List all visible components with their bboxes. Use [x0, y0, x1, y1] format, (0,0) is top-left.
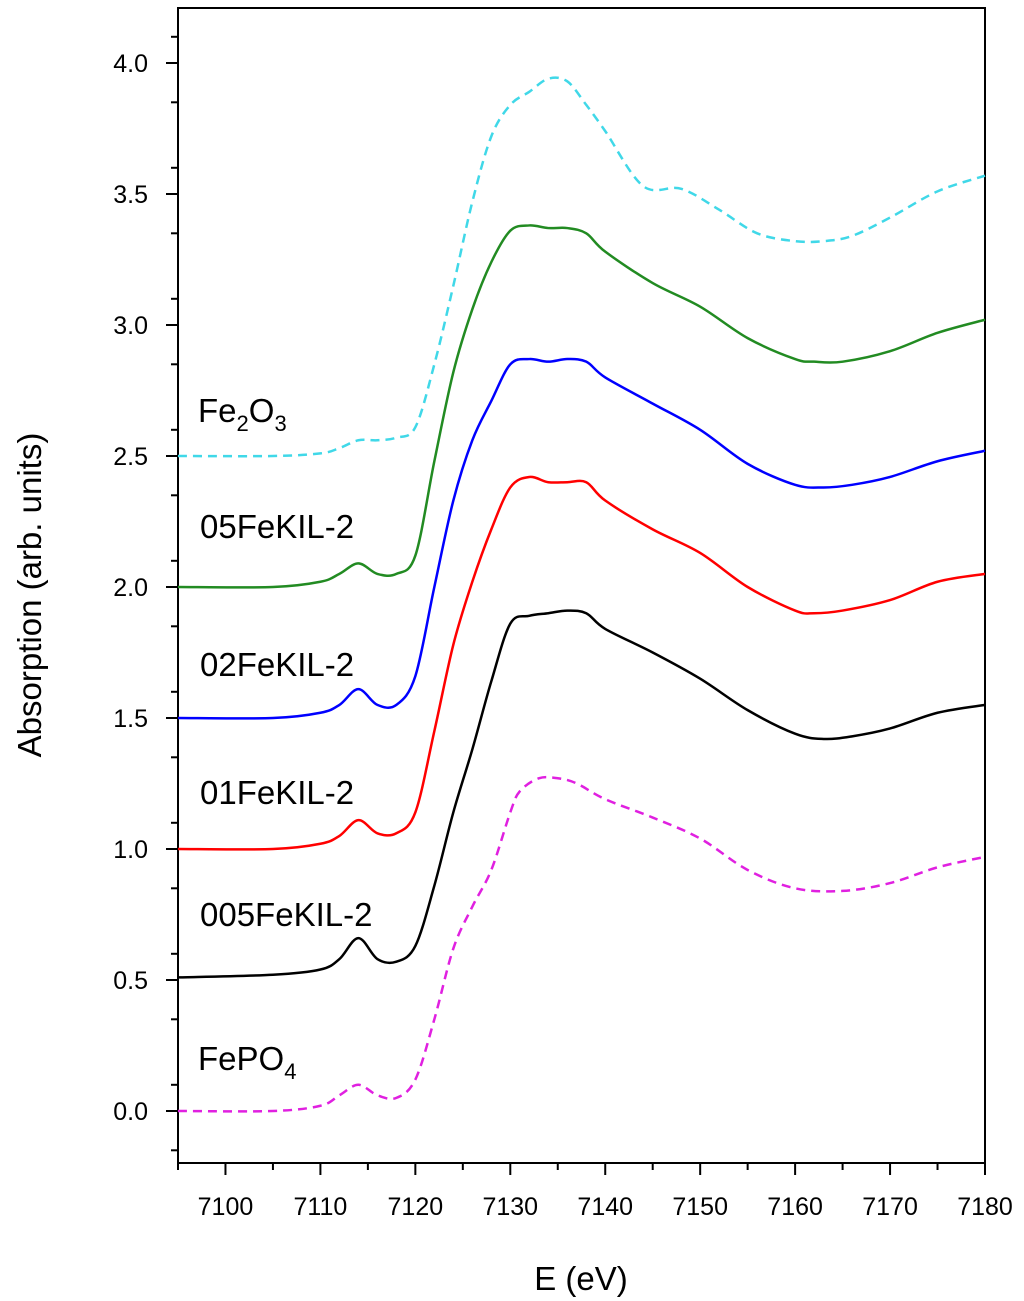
y-tick-label: 1.5 [113, 705, 148, 733]
series-label-05fekil2: 05FeKIL-2 [200, 508, 354, 545]
series-line-02fekil2 [177, 357, 986, 720]
x-tick-label: 7100 [198, 1193, 254, 1221]
x-axis-title: E (eV) [534, 1260, 628, 1297]
x-tick-label: 7150 [672, 1193, 728, 1221]
y-tick-label: 3.5 [113, 181, 148, 209]
series-line-fepo4 [177, 775, 986, 1113]
y-tick-label: 3.0 [113, 312, 148, 340]
series-line-fe2o3 [177, 76, 986, 458]
y-tick-label: 2.0 [113, 574, 148, 602]
x-tick-label: 7130 [482, 1193, 538, 1221]
y-tick-label: 0.0 [113, 1098, 148, 1126]
series-label-fe2o3: Fe2O3 [198, 392, 287, 436]
series-label-02fekil2: 02FeKIL-2 [200, 646, 354, 683]
series-line-005fekil2 [177, 609, 986, 979]
y-tick-label: 4.0 [113, 50, 148, 78]
series-line-05fekil2 [177, 224, 986, 589]
series-label-01fekil2: 01FeKIL-2 [200, 774, 354, 811]
y-tick-labels: 0.0 0.5 1.0 1.5 2.0 2.5 3.0 3.5 4.0 [113, 50, 148, 1126]
series-label-fepo4: FePO4 [198, 1040, 296, 1084]
y-axis-title: Absorption (arb. units) [11, 433, 48, 758]
x-tick-label: 7170 [862, 1193, 918, 1221]
series-lines [177, 76, 986, 1113]
axis-ticks [166, 35, 986, 1175]
plot-frame [177, 7, 986, 1164]
y-tick-label: 1.0 [113, 836, 148, 864]
x-tick-label: 7110 [294, 1193, 348, 1221]
y-tick-label: 2.5 [113, 443, 148, 471]
x-tick-label: 7160 [767, 1193, 823, 1221]
x-tick-label: 7120 [388, 1193, 444, 1221]
series-label-005fekil2: 005FeKIL-2 [200, 896, 372, 933]
y-tick-label: 0.5 [113, 967, 148, 995]
x-tick-label: 7180 [957, 1193, 1013, 1221]
series-line-01fekil2 [177, 475, 986, 851]
x-tick-labels: 7100 7110 7120 7130 7140 7150 7160 7170 7180 [198, 1193, 1013, 1221]
x-tick-label: 7140 [577, 1193, 633, 1221]
